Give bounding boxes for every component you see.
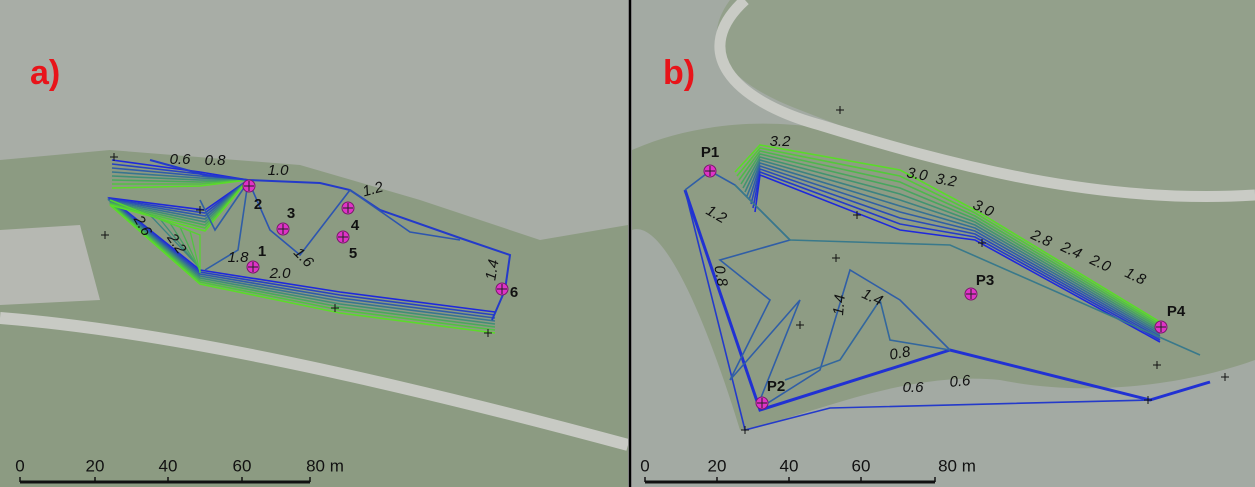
point-label: P1 [701,144,719,161]
contour-label: 2.0 [269,265,292,282]
panel-a-background [0,0,628,487]
scale-label: 40 [159,456,178,475]
scale-label: 40 [780,456,799,475]
page: a)0.60.81.01.22.62.21.81.62.01.412345602… [0,0,1255,487]
contour-label: 0.8 [205,152,227,169]
scale-label: 60 [852,456,871,475]
point-label: 3 [287,205,295,222]
contour-label: 0.6 [170,151,192,168]
point-label: P3 [976,272,994,289]
contour-label: 0.6 [949,372,972,391]
point-label: 4 [351,217,360,234]
contour-label: 1.4 [482,258,502,281]
point-label: 6 [510,284,518,301]
point-label: P4 [1167,303,1186,320]
point-label: 1 [258,243,266,260]
contour-label: 0.6 [903,379,925,396]
scale-label: 80 m [306,456,344,475]
scale-label: 0 [15,456,24,475]
contour-label: 3.2 [770,133,792,150]
panel-label: b) [663,54,695,92]
scale-label: 0 [640,456,649,475]
contour-label: 1.0 [268,162,290,179]
panel-label: a) [30,54,60,92]
point-label: 2 [254,196,262,213]
scale-label: 80 m [938,456,976,475]
scale-label: 60 [233,456,252,475]
panel-b-background [632,0,1255,487]
scale-label: 20 [86,456,105,475]
point-label: 5 [349,245,357,262]
contour-label: 1.4 [830,294,849,316]
contour-label: 1.8 [228,249,250,266]
scale-label: 20 [708,456,727,475]
point-label: P2 [767,378,785,395]
figure: a)0.60.81.01.22.62.21.81.62.01.412345602… [0,0,1255,487]
